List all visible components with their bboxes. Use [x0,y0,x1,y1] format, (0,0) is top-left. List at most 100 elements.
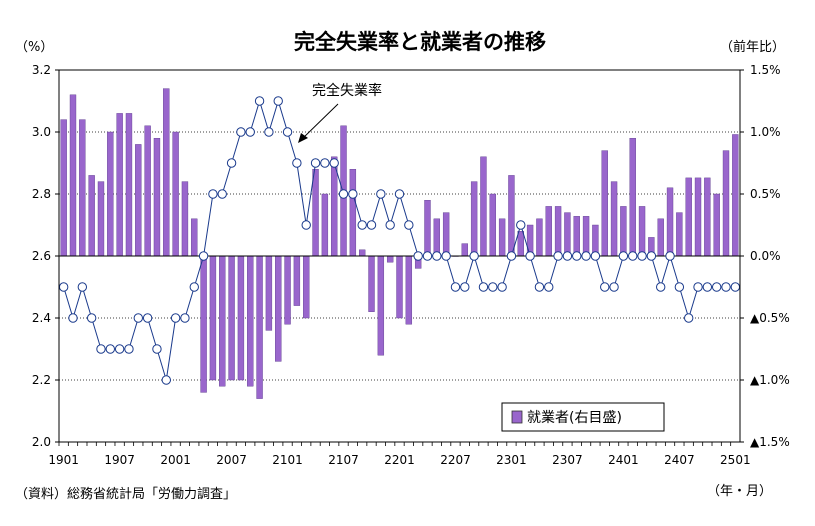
x-tick-label: 1901 [48,453,79,467]
line-point [170,313,181,323]
line-point [702,282,713,292]
legend-label: 就業者(右目盛) [527,410,622,426]
line-point [245,127,255,137]
bar [312,168,319,257]
bar [358,249,366,257]
bar [396,255,403,319]
bar [79,119,86,257]
line-point [609,282,619,292]
bar [610,181,618,257]
bar [153,137,161,257]
line-point [441,251,451,261]
line-point [124,344,134,354]
bar [573,216,580,257]
left-tick-label: 2.8 [32,187,51,201]
line-point [646,251,657,261]
x-tick-label: 2501 [720,453,751,467]
line-point [432,251,442,261]
right-tick-label: ▲1.5% [750,435,790,449]
line-point [226,158,237,168]
line-point [68,313,78,323]
line-point [180,313,190,323]
annotation-arrow-head [298,133,308,143]
line-point [282,127,293,137]
bar [433,218,441,257]
bar [60,119,67,257]
bar [666,187,674,257]
bar [694,177,702,257]
line-point [348,189,358,199]
bar [135,144,142,257]
bar [480,156,487,257]
bar-series [60,88,739,399]
line-point [674,282,685,292]
x-tick-label: 2201 [384,453,415,467]
bar [517,230,524,257]
bar [489,193,496,257]
line-point [394,189,405,199]
bar [620,206,627,257]
bar [116,113,123,257]
bar [676,212,683,257]
line-point [338,189,349,199]
line-point [600,282,610,292]
left-tick-label: 2.4 [32,311,51,325]
right-axis-unit: （前年比） [720,39,785,55]
line-point [105,344,116,354]
x-axis-unit: （年・月） [707,484,772,499]
bar [498,218,506,257]
bar [629,137,636,257]
bar [163,88,170,257]
bar [638,206,646,257]
line-point [497,282,507,292]
left-axis-unit: （%） [15,40,53,55]
left-tick-labels: 2.0 2.2 2.4 2.6 2.8 3.0 3.2 [32,63,51,449]
bar [685,177,692,257]
line-series [58,96,741,385]
bar [405,255,413,325]
left-tick-label: 3.0 [32,125,51,139]
bar [275,255,282,362]
line-point [562,251,573,261]
x-tick-label: 2007 [216,453,247,467]
line-point [534,282,545,292]
line-point [413,251,423,261]
line-annotation: 完全失業率 [298,82,382,143]
line-point [161,375,171,385]
annotation-arrow-line [301,103,339,140]
line-point [236,127,246,137]
bar [200,255,207,393]
bar [303,255,310,319]
line-point [572,251,582,261]
line-point [628,251,638,261]
line-point [357,220,367,230]
line-point [292,158,302,168]
right-tick-label: ▲0.5% [750,311,790,325]
legend: 就業者(右目盛) [501,402,665,432]
line-point [422,251,433,261]
bar [209,255,217,381]
bar [368,255,375,312]
line-point [525,251,535,261]
line-point [590,251,601,261]
bar [442,212,450,257]
line-point [665,251,675,261]
line-point [683,313,694,323]
bar [713,193,720,257]
line-point [488,282,498,292]
right-tick-label: 1.5% [750,63,781,77]
line-point [301,220,311,230]
x-tick-label: 2101 [272,453,303,467]
line-annotation-label: 完全失業率 [312,82,382,99]
line-point [208,189,218,199]
right-tick-label: ▲1.0% [750,373,790,387]
legend-box [501,402,665,432]
left-tick-label: 2.0 [32,435,51,449]
bar [582,216,590,257]
line-point [217,189,227,199]
bar [545,206,552,257]
bar [331,156,338,257]
x-tick-label: 2407 [664,453,695,467]
bar [508,175,515,257]
bar [704,177,711,257]
